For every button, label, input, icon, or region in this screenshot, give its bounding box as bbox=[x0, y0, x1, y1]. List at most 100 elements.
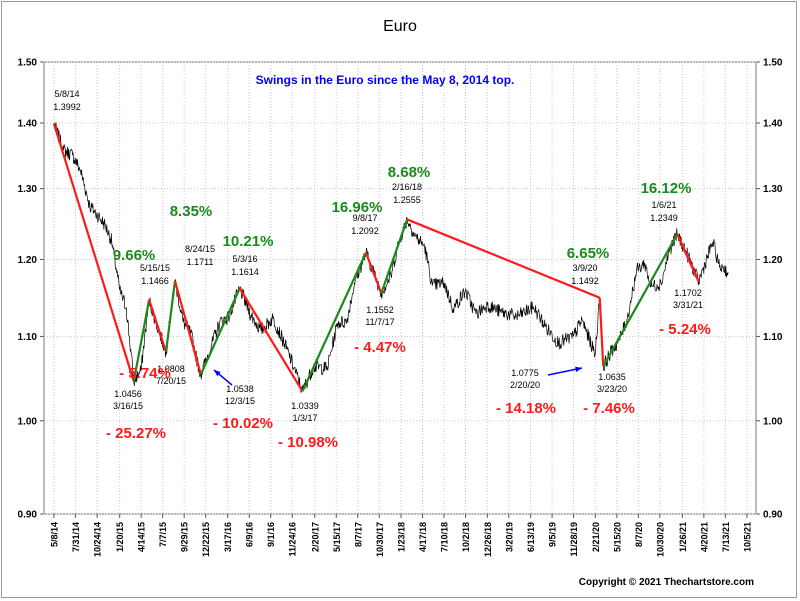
swing-date-label: 3/9/20 bbox=[572, 263, 597, 273]
x-tick-label: 7/13/21 bbox=[721, 522, 731, 552]
pct-change-down: - 4.47% bbox=[354, 339, 406, 356]
x-tick-label: 10/2/18 bbox=[461, 522, 471, 552]
swing-date-label: 1/6/21 bbox=[651, 200, 676, 210]
swing-value-label: 1.1702 bbox=[674, 288, 702, 298]
x-tick-label: 10/5/21 bbox=[742, 522, 752, 552]
x-tick-label: 1/26/21 bbox=[678, 522, 688, 552]
swing-date-label: 5/8/14 bbox=[54, 89, 79, 99]
x-tick-label: 4/17/18 bbox=[418, 522, 428, 552]
y-tick-label-left: 1.30 bbox=[18, 184, 38, 195]
swing-value-label: 1.2349 bbox=[650, 213, 678, 223]
swing-line-down bbox=[238, 287, 304, 392]
x-tick-label: 7/10/18 bbox=[440, 522, 450, 552]
x-tick-label: 5/15/20 bbox=[612, 522, 622, 552]
swing-value-label: 1.0456 bbox=[114, 389, 142, 399]
y-tick-label-right: 0.90 bbox=[763, 510, 783, 521]
x-tick-label: 9/5/19 bbox=[548, 522, 558, 547]
y-tick-label-left: 1.20 bbox=[18, 255, 38, 266]
y-tick-label-right: 1.10 bbox=[763, 332, 783, 343]
swing-value-label: 1.1466 bbox=[141, 276, 169, 286]
y-tick-label-left: 0.90 bbox=[18, 510, 38, 521]
y-tick-label-left: 1.00 bbox=[18, 416, 38, 427]
swing-value-label: 1.1711 bbox=[187, 257, 214, 267]
swing-line-down bbox=[173, 280, 202, 375]
swing-date-label: 11/7/17 bbox=[365, 317, 394, 327]
pct-change-up: 6.65% bbox=[567, 245, 610, 262]
pct-change-down: - 5.74% bbox=[119, 365, 171, 382]
x-tick-label: 4/14/15 bbox=[137, 522, 147, 552]
y-tick-label-right: 1.30 bbox=[763, 184, 783, 195]
y-tick-label-left: 1.50 bbox=[18, 58, 38, 69]
x-tick-label: 2/20/17 bbox=[310, 522, 320, 552]
swing-line-down bbox=[406, 218, 601, 299]
pct-change-down: - 7.46% bbox=[583, 400, 635, 417]
chart-title: Euro bbox=[383, 18, 417, 35]
y-tick-label-right: 1.50 bbox=[763, 58, 783, 69]
x-tick-label: 12/26/18 bbox=[483, 522, 493, 557]
x-tick-label: 8/7/17 bbox=[353, 522, 363, 547]
x-tick-label: 10/30/20 bbox=[655, 522, 665, 557]
price-line bbox=[53, 122, 729, 394]
pct-change-up: 16.96% bbox=[332, 199, 383, 216]
swing-line-up bbox=[164, 280, 177, 353]
x-tick-label: 5/8/14 bbox=[49, 522, 59, 547]
swing-value-label: 1.0538 bbox=[226, 384, 254, 394]
chart-subtitle: Swings in the Euro since the May 8, 2014… bbox=[256, 73, 515, 87]
pct-change-down: - 10.02% bbox=[213, 415, 273, 432]
swing-value-label: 1.2092 bbox=[351, 226, 379, 236]
swing-date-label: 1/3/17 bbox=[292, 413, 317, 423]
swing-line-down bbox=[598, 297, 605, 367]
x-tick-label: 6/9/16 bbox=[245, 522, 255, 547]
pct-change-up: 16.12% bbox=[641, 180, 692, 197]
copyright-text: Copyright © 2021 Thechartstore.com bbox=[578, 577, 754, 588]
x-tick-label: 7/7/15 bbox=[158, 522, 168, 547]
swing-line-up bbox=[380, 219, 409, 294]
swing-line-down bbox=[676, 233, 700, 283]
x-tick-label: 10/24/14 bbox=[93, 522, 103, 557]
swing-line-up bbox=[132, 299, 151, 382]
swing-value-label: 1.0339 bbox=[291, 401, 319, 411]
x-tick-label: 4/20/21 bbox=[699, 522, 709, 552]
pct-change-down: - 14.18% bbox=[496, 400, 556, 417]
swing-date-label: 3/31/21 bbox=[673, 300, 703, 310]
swing-line-up bbox=[301, 252, 367, 392]
swing-line-down bbox=[52, 123, 135, 382]
pct-change-down: - 25.27% bbox=[106, 425, 166, 442]
swing-value-label: 1.0635 bbox=[598, 372, 626, 382]
x-tick-label: 1/23/18 bbox=[397, 522, 407, 552]
swing-date-label: 9/8/17 bbox=[352, 213, 377, 223]
swing-value-label: 1.0808 bbox=[157, 364, 185, 374]
pct-change-down: - 10.98% bbox=[278, 434, 338, 451]
x-tick-label: 10/30/17 bbox=[375, 522, 385, 557]
pct-change-up: 9.66% bbox=[113, 247, 156, 264]
swing-date-label: 2/16/18 bbox=[392, 182, 422, 192]
y-tick-label-right: 1.20 bbox=[763, 255, 783, 266]
swing-line-down bbox=[364, 252, 383, 294]
y-tick-label-left: 1.40 bbox=[18, 119, 38, 130]
swing-date-label: 7/20/15 bbox=[156, 376, 186, 386]
swing-date-label: 3/16/15 bbox=[113, 401, 143, 411]
pct-change-up: 8.35% bbox=[170, 203, 213, 220]
x-tick-label: 9/29/15 bbox=[180, 522, 190, 552]
pct-change-up: 10.21% bbox=[223, 233, 274, 250]
pct-change-down: - 5.24% bbox=[659, 321, 711, 338]
pct-change-up: 8.68% bbox=[388, 164, 431, 181]
x-tick-label: 6/13/19 bbox=[526, 522, 536, 552]
x-tick-label: 11/28/19 bbox=[569, 522, 579, 557]
x-tick-label: 12/22/15 bbox=[201, 522, 211, 557]
swing-date-label: 3/23/20 bbox=[597, 384, 627, 394]
x-tick-label: 1/20/15 bbox=[115, 522, 125, 552]
x-tick-label: 5/15/17 bbox=[332, 522, 342, 552]
x-tick-label: 8/7/20 bbox=[634, 522, 644, 547]
x-tick-label: 3/20/19 bbox=[504, 522, 514, 552]
plot-area-border bbox=[43, 61, 757, 515]
swing-value-label: 1.1552 bbox=[366, 305, 394, 315]
x-tick-label: 3/17/16 bbox=[223, 522, 233, 552]
swing-line-up bbox=[602, 233, 679, 367]
swing-line-down bbox=[148, 299, 168, 353]
x-tick-label: 2/21/20 bbox=[591, 522, 601, 552]
swing-date-label: 5/15/15 bbox=[140, 263, 170, 273]
arrow-icon-head bbox=[575, 366, 582, 372]
